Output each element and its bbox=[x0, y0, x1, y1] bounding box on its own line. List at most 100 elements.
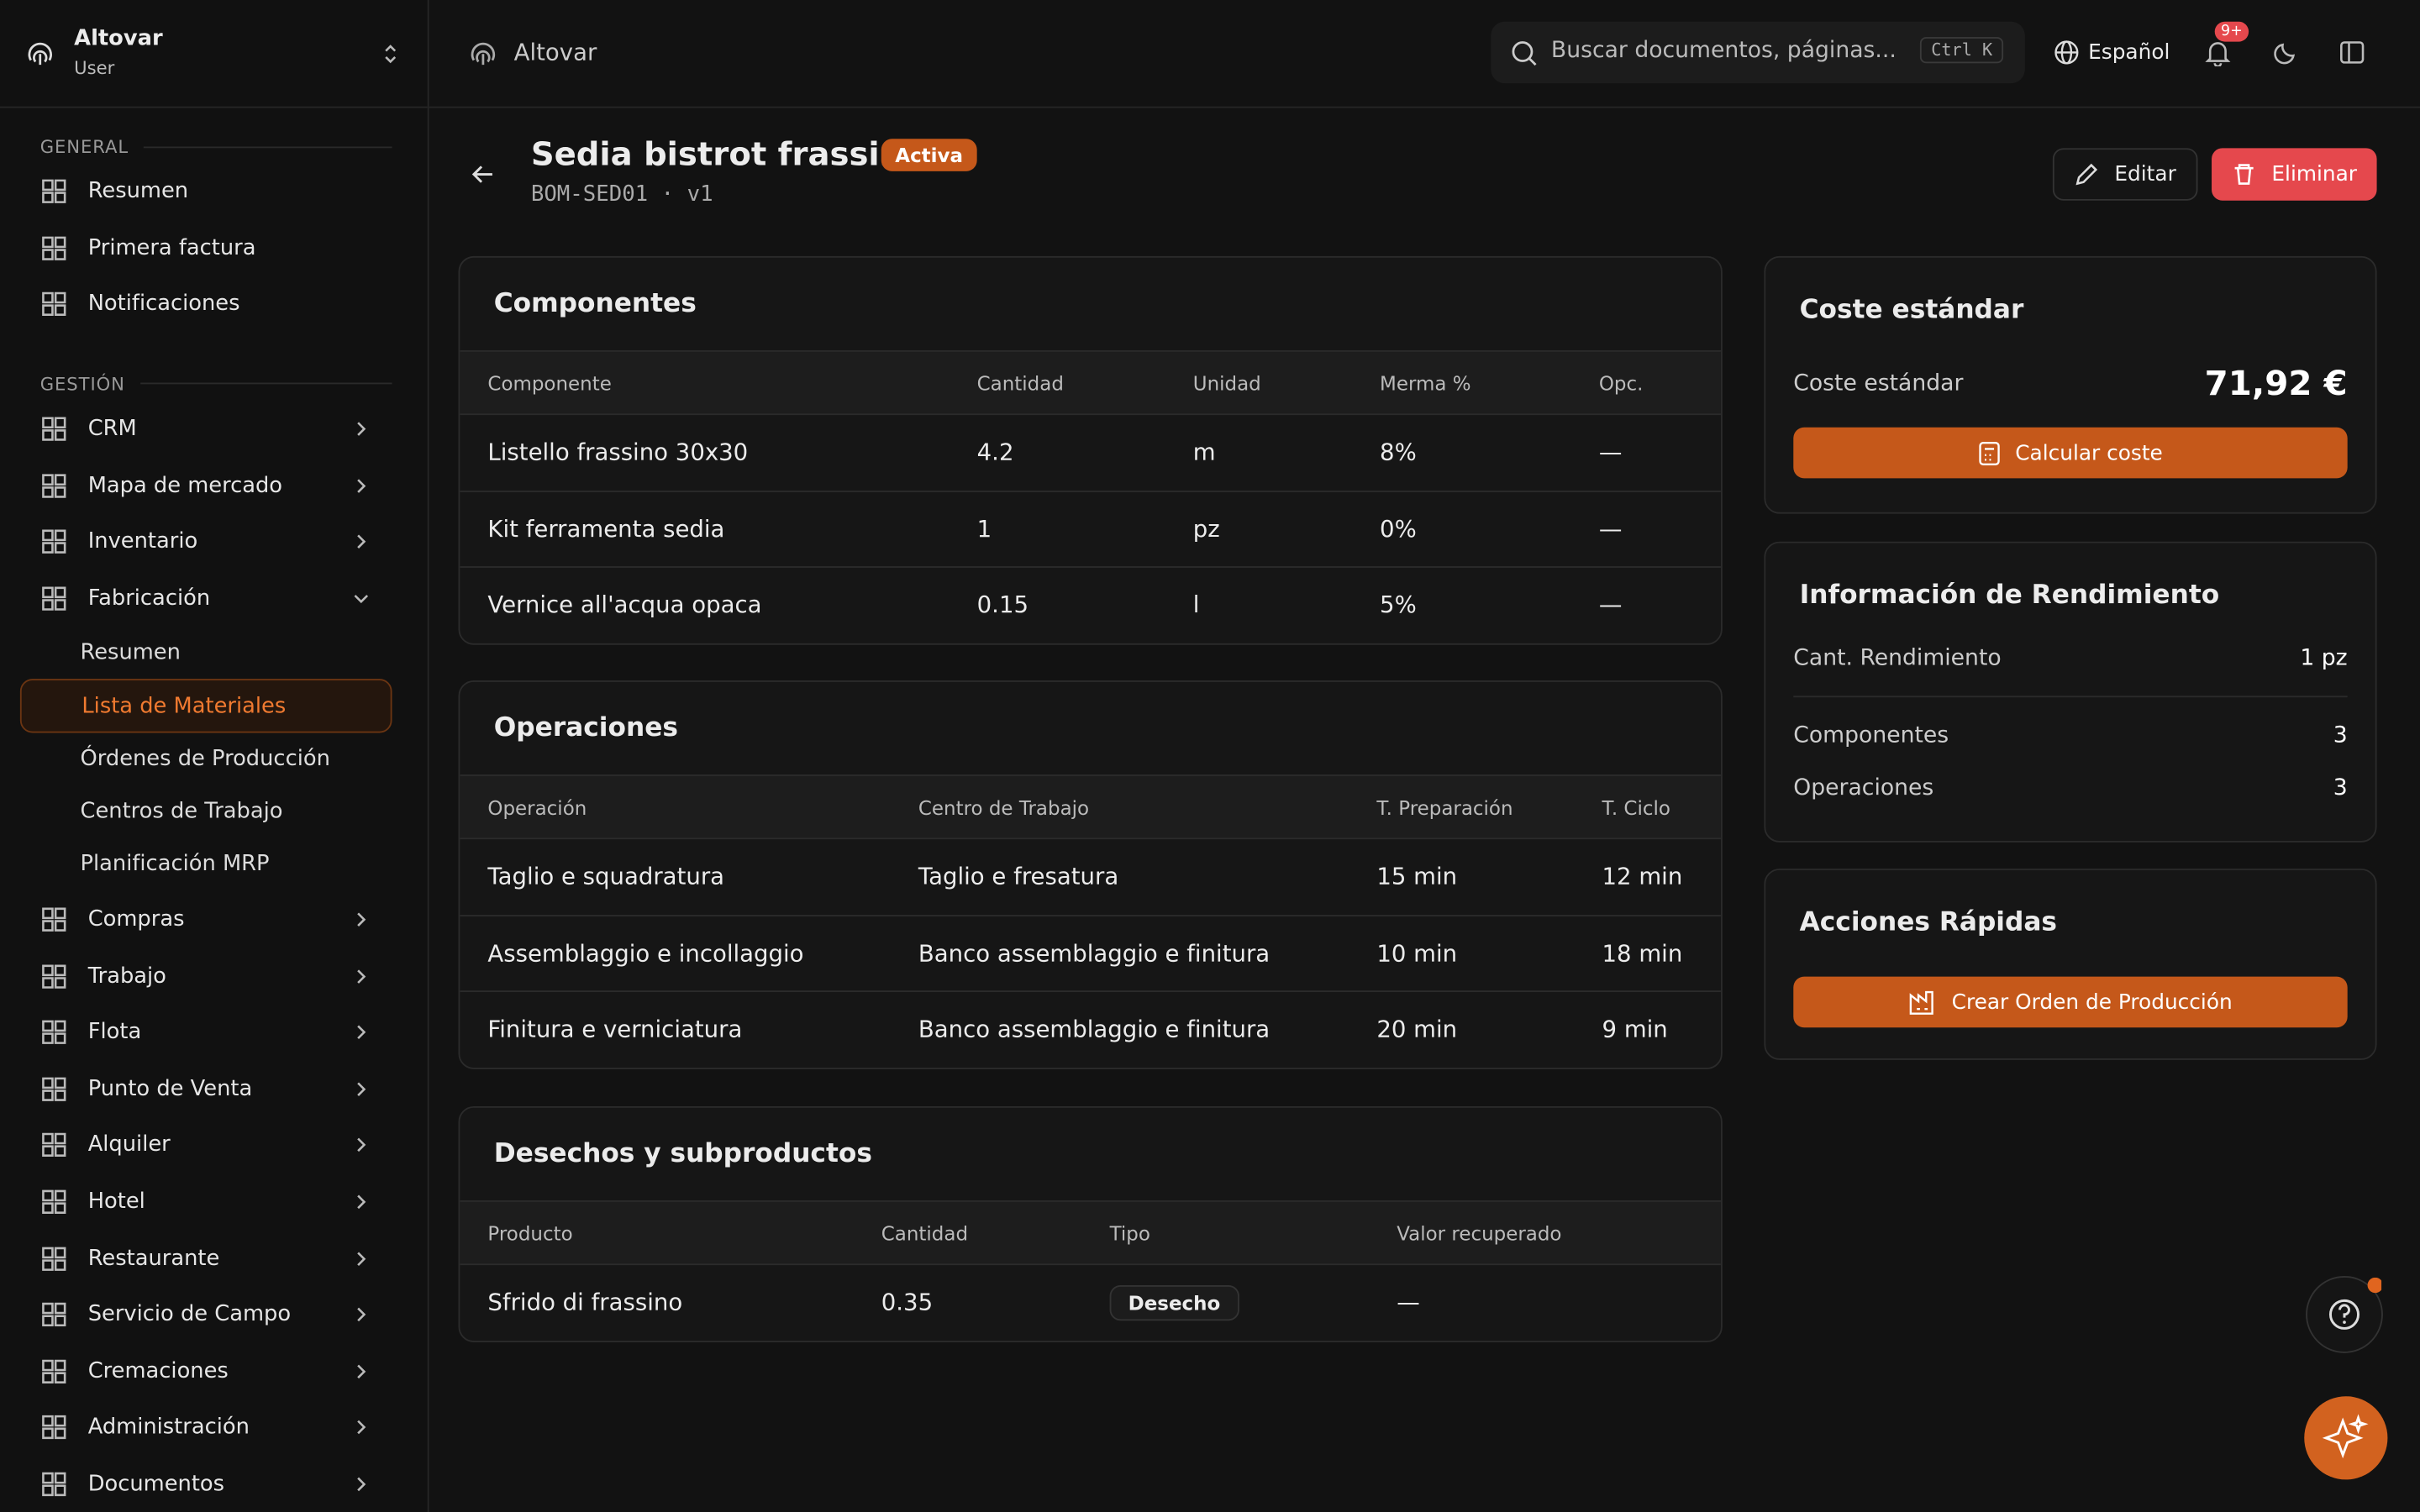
chevron bbox=[357, 1420, 366, 1435]
nav-item[interactable]: Servicio de Campo bbox=[20, 1286, 392, 1342]
table-cell: pz bbox=[1193, 515, 1380, 543]
card-title: Operaciones bbox=[493, 712, 678, 744]
nav-item[interactable]: Resumen bbox=[20, 164, 392, 220]
nav-item[interactable]: Alquiler bbox=[20, 1117, 392, 1173]
cell-text: pz bbox=[1192, 515, 1220, 543]
cost-card: Coste estándar Coste estándar 71,92 € Cal… bbox=[1764, 255, 2377, 514]
logo bbox=[471, 42, 496, 66]
nav-icon bbox=[42, 586, 66, 611]
column-header: T. Ciclo bbox=[1602, 795, 1670, 819]
column-header: T. Preparación bbox=[1376, 795, 1513, 819]
column-header: Cantidad bbox=[976, 370, 1064, 395]
nav-subitem[interactable]: Resumen bbox=[80, 640, 181, 666]
yield-value: 1 pz bbox=[2300, 646, 2348, 671]
table-cell: 8% bbox=[1380, 438, 1599, 466]
calc-button[interactable]: Calcular coste bbox=[1793, 427, 2348, 479]
breadcrumb[interactable]: Altovar bbox=[513, 38, 597, 66]
nav-icon bbox=[42, 1077, 66, 1101]
nav-subitem[interactable]: Planificación MRP bbox=[80, 852, 270, 878]
column-header: Merma % bbox=[1380, 370, 1471, 395]
switcher[interactable] bbox=[381, 42, 400, 66]
nav-item[interactable]: Inventario bbox=[20, 514, 392, 570]
nav-subitem[interactable]: Órdenes de Producción bbox=[80, 746, 330, 772]
cell-text: Banco assemblaggio e finitura bbox=[918, 939, 1270, 968]
chevron bbox=[354, 594, 369, 603]
edit-button[interactable]: Editar bbox=[2052, 148, 2198, 201]
table-cell: m bbox=[1193, 438, 1380, 466]
column-header: Unidad bbox=[1192, 370, 1261, 395]
cell-text: 20 min bbox=[1376, 1016, 1458, 1044]
nav-subitem[interactable]: Lista de Materiales bbox=[19, 679, 392, 732]
nav-item[interactable]: Primera factura bbox=[20, 220, 392, 276]
table-cell: 0.35 bbox=[881, 1289, 1110, 1316]
org-role: User bbox=[74, 56, 115, 79]
table-card: Componentes Componente Cantidad Unidad Merma… bbox=[458, 255, 1723, 644]
table-row: Sfrido di frassino 0.35 Desecho — bbox=[460, 1263, 1721, 1340]
create-order-button[interactable]: Crear Orden de Producción bbox=[1793, 976, 2348, 1028]
theme-toggle[interactable] bbox=[2274, 40, 2298, 65]
table-row: Listello frassino 30x30 4.2 m 8% — bbox=[460, 413, 1721, 490]
language[interactable]: Español bbox=[2088, 39, 2170, 66]
nav-icon bbox=[42, 530, 66, 554]
table-cell: 5% bbox=[1380, 591, 1599, 619]
nav-icon bbox=[42, 1359, 66, 1383]
card-title: Información de Rendimiento bbox=[1799, 580, 2220, 612]
nav-item[interactable]: Compras bbox=[20, 891, 392, 948]
nav-label: CRM bbox=[87, 417, 137, 442]
table-cell: 0% bbox=[1380, 515, 1599, 543]
table-cell: 1 bbox=[977, 515, 1193, 543]
sparkle-icon bbox=[2322, 1414, 2369, 1459]
logo bbox=[28, 42, 52, 66]
nav-item[interactable]: Punto de Venta bbox=[20, 1061, 392, 1117]
assistant-button[interactable] bbox=[2304, 1396, 2388, 1480]
panel-toggle[interactable] bbox=[2339, 40, 2365, 65]
nav-label: Primera factura bbox=[87, 235, 256, 261]
status-badge: Activa bbox=[881, 139, 977, 171]
nav-subitem[interactable]: Centros de Trabajo bbox=[80, 799, 283, 825]
back-button[interactable] bbox=[471, 162, 495, 186]
nav-item[interactable]: Hotel bbox=[20, 1173, 392, 1230]
cost-value: 71,92 € bbox=[2204, 365, 2348, 404]
nav-item[interactable]: Mapa de mercado bbox=[20, 457, 392, 513]
table-cell: Finitura e verniciatura bbox=[487, 1016, 918, 1043]
shortcut: Ctrl K bbox=[1920, 37, 2004, 64]
org-name: Altovar bbox=[74, 26, 163, 51]
column-header: Valor recuperado bbox=[1397, 1221, 1562, 1245]
search-placeholder: Buscar documentos, páginas... bbox=[1550, 38, 1897, 64]
nav-item[interactable]: Cremaciones bbox=[20, 1343, 392, 1399]
yield-value: 3 bbox=[2333, 723, 2348, 748]
bell[interactable] bbox=[2204, 39, 2232, 66]
help-button[interactable] bbox=[2306, 1275, 2383, 1353]
cell-text: — bbox=[1598, 591, 1623, 619]
nav-item[interactable]: Restaurante bbox=[20, 1230, 392, 1286]
yield-row: Componentes 3 bbox=[1793, 696, 2348, 762]
cell-text: Desecho bbox=[1109, 1285, 1239, 1321]
nav-item[interactable]: Documentos bbox=[20, 1456, 392, 1512]
table-header: Componente Cantidad Unidad Merma % Opc. bbox=[460, 349, 1721, 414]
table-cell: Taglio e squadratura bbox=[487, 863, 918, 890]
table-cell: 20 min bbox=[1376, 1016, 1602, 1043]
yield-row: Operaciones 3 bbox=[1793, 762, 2347, 814]
nav-item[interactable]: CRM bbox=[20, 401, 392, 457]
nav-icon bbox=[42, 180, 66, 204]
nav-icon bbox=[42, 1133, 66, 1158]
nav-item[interactable]: Fabricación bbox=[20, 570, 392, 627]
table-cell: 0.15 bbox=[977, 591, 1193, 619]
nav-item[interactable]: Administración bbox=[20, 1399, 392, 1456]
nav-label: Alquiler bbox=[87, 1132, 171, 1158]
cell-text: 15 min bbox=[1376, 863, 1458, 891]
cell-text: Taglio e squadratura bbox=[487, 863, 725, 891]
delete-button[interactable]: Eliminar bbox=[2212, 148, 2377, 201]
nav-item[interactable]: Notificaciones bbox=[20, 276, 392, 333]
nav-item[interactable]: Flota bbox=[20, 1004, 392, 1060]
table-cell: Vernice all'acqua opaca bbox=[487, 591, 976, 619]
nav-label: Fabricación bbox=[87, 585, 211, 612]
cell-text: 1 bbox=[976, 515, 992, 543]
table-cell: 12 min bbox=[1602, 863, 1721, 890]
search[interactable]: Buscar documentos, páginas... Ctrl K bbox=[1491, 21, 2025, 84]
nav-item[interactable]: Trabajo bbox=[20, 948, 392, 1004]
quick-card: Acciones Rápidas Crear Orden de Producci… bbox=[1764, 869, 2377, 1060]
cell-text: Vernice all'acqua opaca bbox=[487, 591, 762, 619]
